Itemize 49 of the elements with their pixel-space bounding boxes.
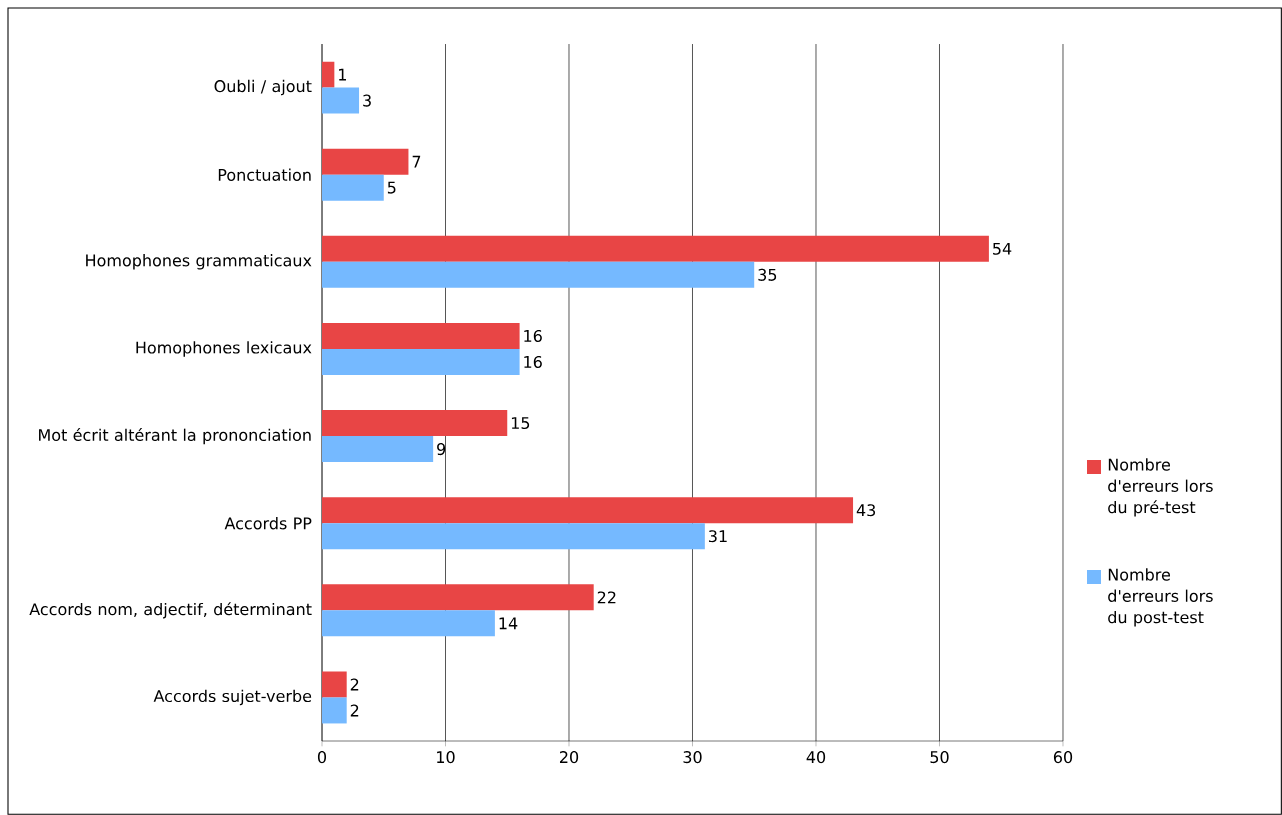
data-label: 5 bbox=[387, 181, 396, 194]
y-tick-label: Homophones grammaticaux bbox=[86, 254, 312, 270]
x-tick-label: 60 bbox=[1053, 751, 1073, 764]
y-tick-label: Accords nom, adjectif, déterminant bbox=[29, 602, 312, 619]
x-tick-label: 20 bbox=[559, 751, 579, 764]
y-tick-label: Homophones lexicaux bbox=[136, 341, 312, 357]
data-label: 22 bbox=[597, 591, 616, 604]
x-tick-label: 0 bbox=[317, 751, 327, 764]
bar bbox=[322, 87, 360, 114]
data-label: 31 bbox=[709, 530, 727, 543]
data-label: 3 bbox=[363, 94, 371, 107]
bar bbox=[322, 235, 989, 262]
legend-label: Nombre d'erreurs lors du pré-test bbox=[1108, 458, 1213, 517]
data-label: 2 bbox=[350, 704, 359, 717]
data-label: 15 bbox=[511, 417, 530, 430]
y-tick-label: Mot écrit altérant la prononciation bbox=[39, 428, 311, 445]
data-label: 7 bbox=[412, 155, 421, 168]
bar bbox=[322, 322, 520, 349]
data-label: 1 bbox=[339, 68, 346, 81]
x-tick-label: 30 bbox=[683, 751, 702, 764]
x-tick-label: 40 bbox=[806, 751, 826, 764]
bar bbox=[322, 523, 705, 550]
y-tick-label: Accords PP bbox=[224, 517, 312, 530]
data-label: 43 bbox=[856, 504, 876, 517]
bar bbox=[322, 61, 335, 88]
y-tick-label: Accords sujet-verbe bbox=[153, 689, 312, 706]
data-label: 16 bbox=[524, 329, 542, 342]
data-label: 54 bbox=[993, 242, 1012, 255]
bar bbox=[322, 410, 508, 437]
bar bbox=[322, 697, 347, 724]
bar bbox=[322, 610, 495, 637]
data-label: 14 bbox=[499, 617, 518, 630]
bar bbox=[322, 261, 755, 288]
bar bbox=[322, 584, 594, 611]
y-tick-label: Ponctuation bbox=[218, 168, 311, 181]
bar bbox=[322, 348, 520, 375]
bar bbox=[322, 497, 854, 524]
x-tick-label: 50 bbox=[930, 751, 949, 764]
bar bbox=[322, 174, 384, 201]
data-label: 9 bbox=[437, 443, 446, 456]
bar bbox=[322, 148, 409, 175]
y-tick-label: Oubli / ajout bbox=[214, 79, 312, 96]
legend-label: Nombre d'erreurs lors du post-test bbox=[1108, 568, 1213, 627]
bar bbox=[322, 671, 347, 698]
data-label: 35 bbox=[758, 268, 777, 281]
bar bbox=[322, 436, 434, 463]
data-label: 2 bbox=[350, 678, 359, 691]
data-label: 16 bbox=[524, 355, 542, 369]
x-tick-label: 10 bbox=[437, 751, 455, 764]
